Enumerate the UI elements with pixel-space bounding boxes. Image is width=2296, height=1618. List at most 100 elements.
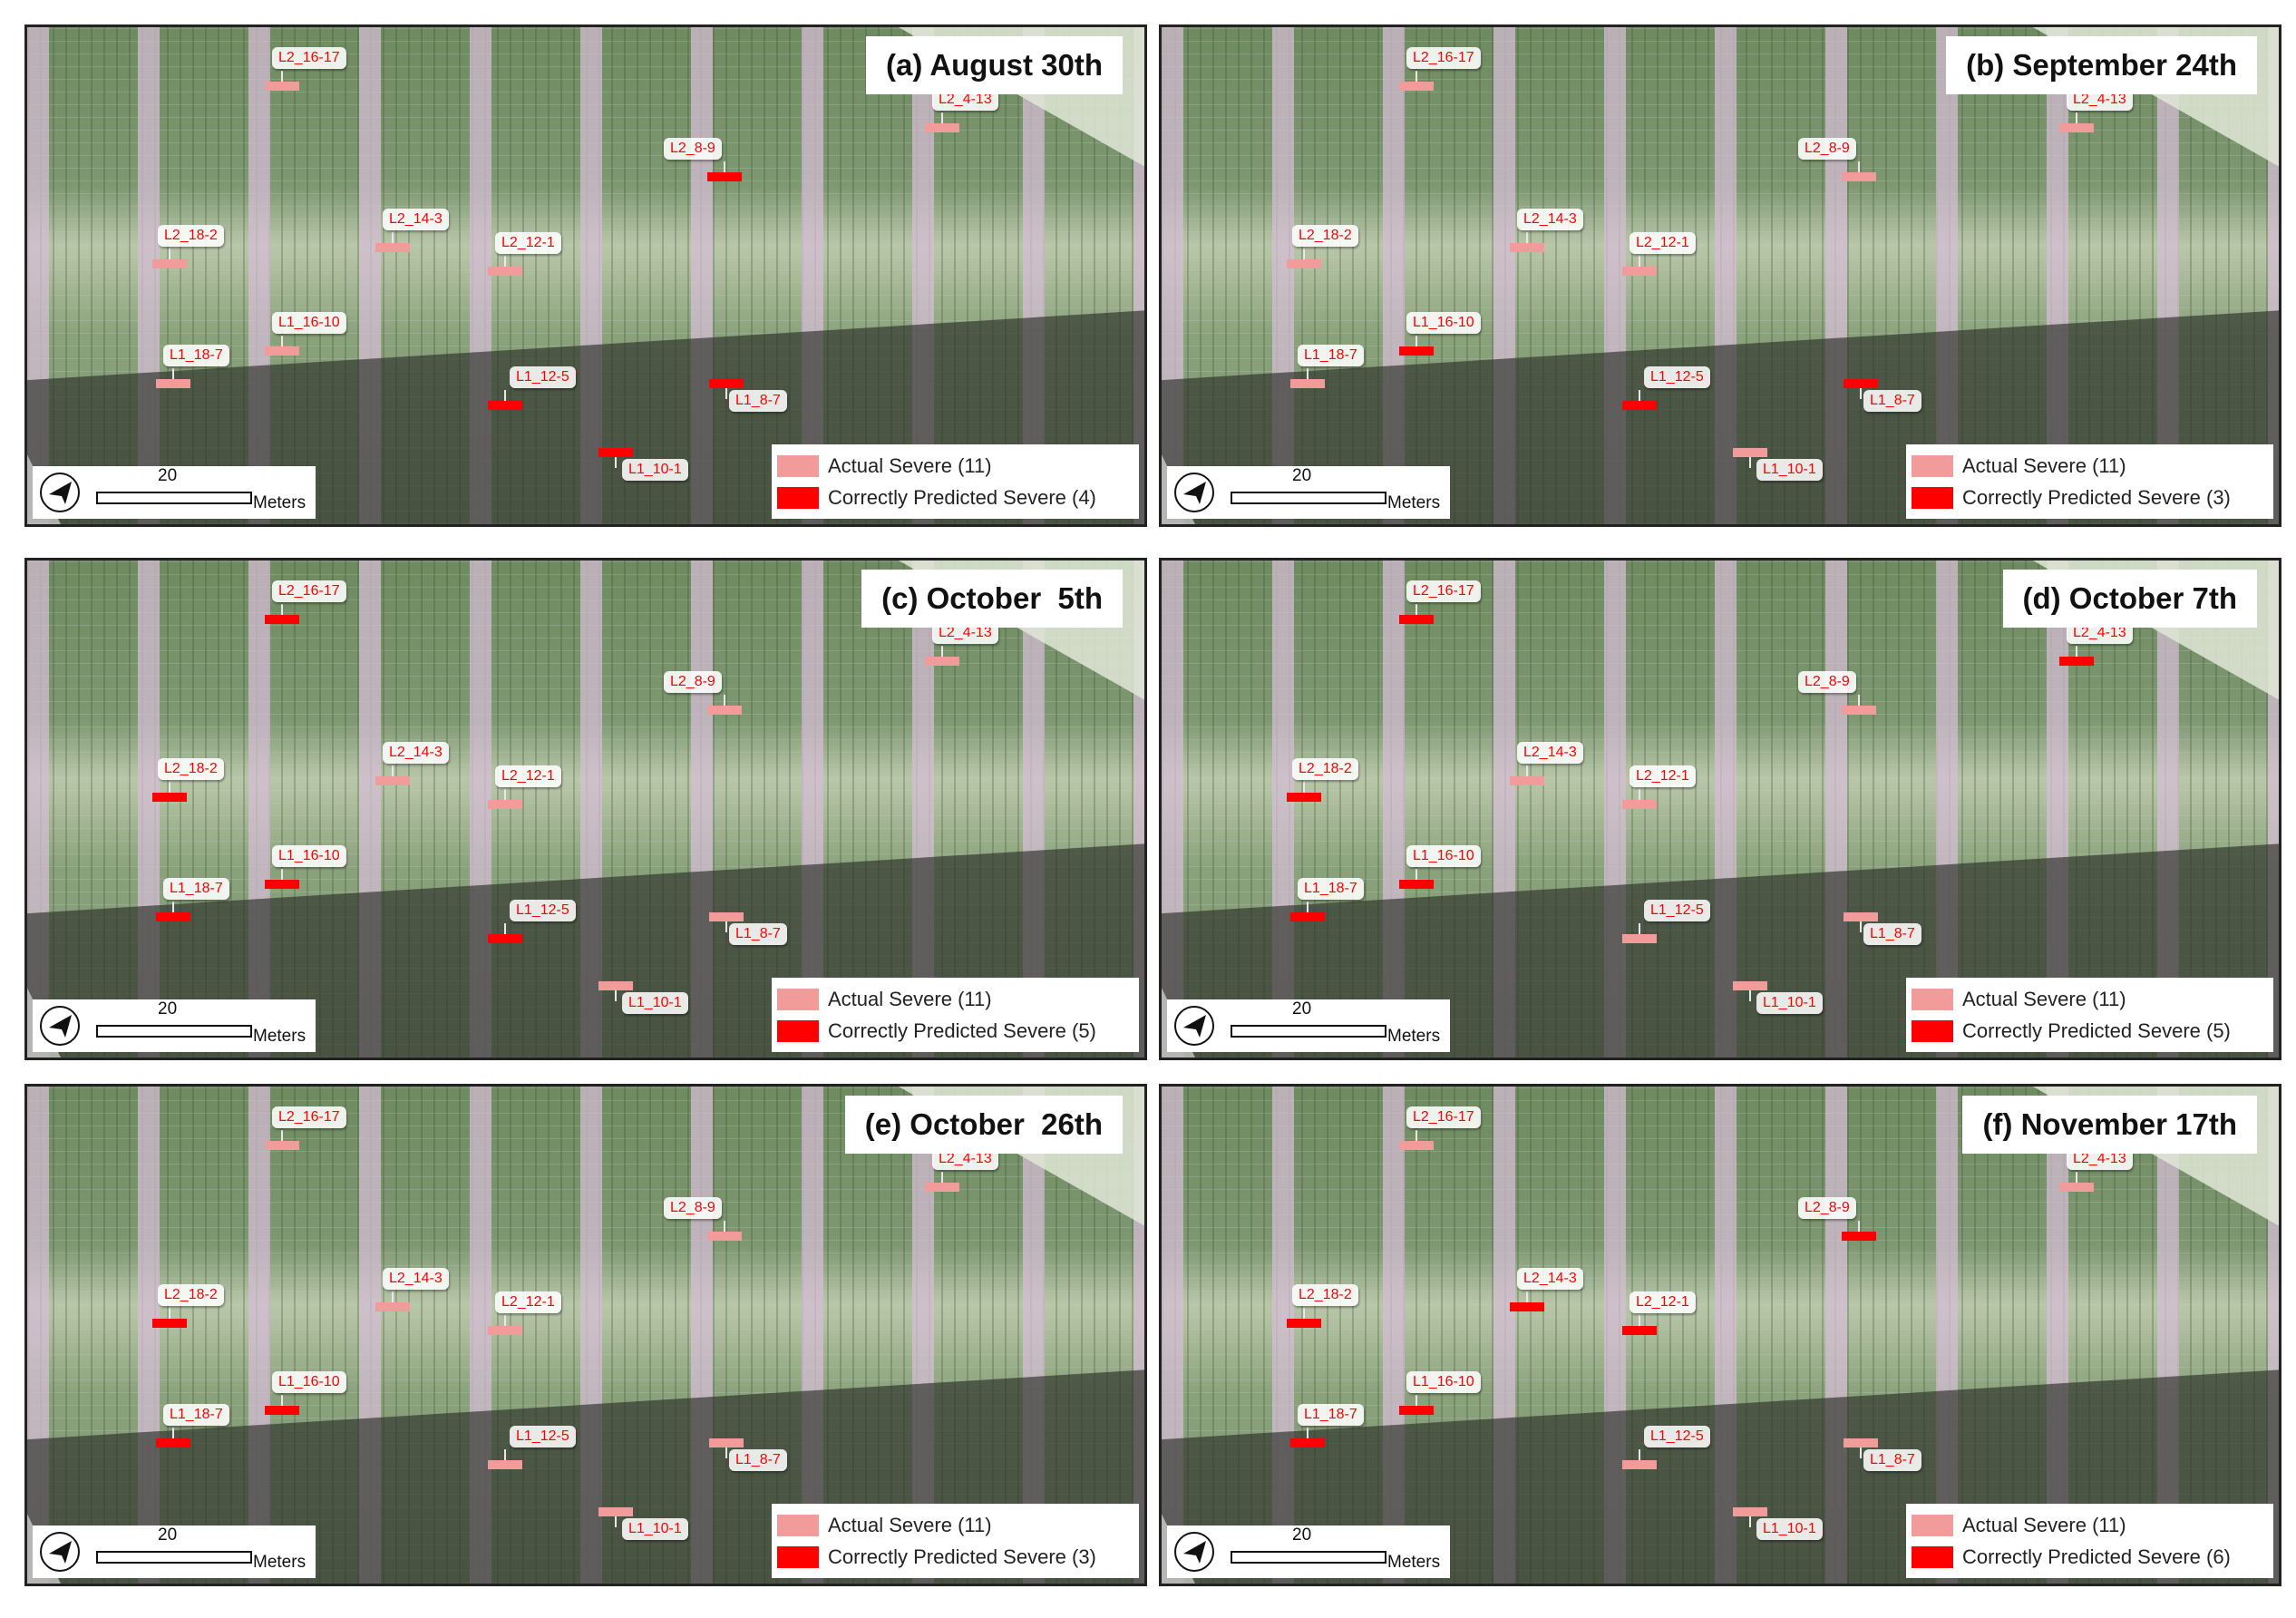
- north-arrow-icon: [40, 1532, 80, 1572]
- predicted-severe-plot: [265, 880, 299, 889]
- callout-leader: [281, 869, 283, 880]
- plot-label: L2_12-1: [1630, 232, 1696, 254]
- callout-leader: [169, 782, 170, 793]
- callout-leader: [392, 765, 394, 776]
- callout-leader: [504, 1449, 506, 1460]
- plot-label: L1_8-7: [729, 390, 787, 412]
- map-legend: Actual Severe (11) Correctly Predicted Se…: [772, 444, 1139, 519]
- callout-leader: [725, 921, 727, 932]
- scale-bar-value: 20: [158, 466, 178, 485]
- callout-leader: [725, 1447, 727, 1458]
- plot-label: L1_16-10: [1406, 1371, 1481, 1393]
- scale-bar: [96, 1025, 252, 1038]
- predicted-severe-plot: [707, 172, 742, 181]
- callout-leader: [2076, 112, 2077, 123]
- plot-label: L1_10-1: [1756, 459, 1823, 481]
- plot-label: L2_8-9: [1798, 1197, 1856, 1219]
- actual-severe-plot: [1842, 706, 1876, 715]
- plot-label: L1_12-5: [1644, 366, 1710, 388]
- plot-label: L1_12-5: [1644, 1426, 1710, 1447]
- callout-leader: [169, 249, 170, 259]
- callout-leader: [172, 902, 174, 912]
- actual-severe-plot: [375, 243, 410, 252]
- legend-swatch-predicted: [1912, 1545, 1953, 1568]
- callout-leader: [1858, 695, 1860, 706]
- actual-severe-plot: [1842, 172, 1876, 181]
- map-legend: Actual Severe (11) Correctly Predicted Se…: [1906, 1504, 2273, 1578]
- legend-swatch-predicted: [777, 486, 819, 509]
- plot-label: L2_16-17: [272, 580, 346, 602]
- actual-severe-plot: [1399, 82, 1434, 91]
- callout-leader: [1416, 71, 1417, 82]
- actual-severe-plot: [488, 267, 522, 276]
- callout-leader: [504, 1315, 506, 1326]
- legend-label-actual: Actual Severe (11): [828, 1513, 992, 1536]
- actual-severe-plot: [265, 82, 299, 91]
- callout-leader: [172, 368, 174, 379]
- callout-leader: [281, 1395, 283, 1406]
- legend-label-actual: Actual Severe (11): [1962, 987, 2126, 1010]
- predicted-severe-plot: [152, 793, 187, 802]
- actual-severe-plot: [1510, 243, 1544, 252]
- plot-label: L1_10-1: [622, 1518, 688, 1540]
- legend-swatch-predicted: [1912, 486, 1953, 509]
- callout-leader: [1526, 765, 1528, 776]
- scale-bar: [1231, 492, 1386, 504]
- callout-leader: [281, 71, 283, 82]
- actual-severe-plot: [1510, 776, 1544, 785]
- callout-leader: [1416, 604, 1417, 615]
- scale-bar-unit: Meters: [253, 1027, 306, 1046]
- legend-swatch-predicted: [1912, 1019, 1953, 1042]
- callout-leader: [1749, 1516, 1751, 1527]
- predicted-severe-plot: [1287, 793, 1321, 802]
- callout-leader: [1526, 1291, 1528, 1302]
- callout-leader: [504, 390, 506, 401]
- actual-severe-plot: [1287, 259, 1321, 268]
- actual-severe-plot: [707, 1232, 742, 1241]
- legend-label-predicted: Correctly Predicted Severe (3): [828, 1545, 1096, 1568]
- plot-label: L1_18-7: [163, 1404, 229, 1426]
- callout-leader: [1749, 457, 1751, 468]
- map-panel: L2_16-17 L2_4-13 L2_8-9 L2_18-2 L2_14-3 L2_12…: [24, 24, 1147, 527]
- callout-leader: [1526, 232, 1528, 243]
- actual-severe-plot: [925, 657, 959, 666]
- predicted-severe-plot: [1399, 615, 1434, 624]
- callout-leader: [1749, 990, 1751, 1001]
- callout-leader: [615, 457, 617, 468]
- plot-label: L2_18-2: [158, 225, 224, 247]
- panel-title: (f) November 17th: [1962, 1096, 2257, 1154]
- actual-severe-plot: [1733, 981, 1767, 990]
- callout-leader: [172, 1428, 174, 1438]
- plot-label: L1_18-7: [163, 878, 229, 900]
- callout-leader: [1416, 1130, 1417, 1141]
- predicted-severe-plot: [1842, 1232, 1876, 1241]
- scale-bar-value: 20: [158, 999, 178, 1019]
- north-arrow-icon: [40, 1006, 80, 1046]
- legend-label-predicted: Correctly Predicted Severe (5): [1962, 1019, 2231, 1042]
- scale-bar-box: 20 Meters: [33, 1525, 316, 1578]
- scale-bar-value: 20: [158, 1525, 178, 1545]
- actual-severe-plot: [1733, 1507, 1767, 1516]
- predicted-severe-plot: [1844, 379, 1878, 388]
- panel-title: (a) August 30th: [866, 36, 1123, 94]
- plot-label: L1_10-1: [622, 992, 688, 1014]
- predicted-severe-plot: [1399, 346, 1434, 356]
- legend-swatch-actual: [777, 454, 819, 477]
- callout-leader: [1416, 869, 1417, 880]
- plot-label: L2_14-3: [383, 209, 449, 230]
- scale-bar-unit: Meters: [1387, 1553, 1441, 1572]
- legend-row-actual: Actual Severe (11): [777, 983, 1133, 1015]
- panel-title: (d) October 7th: [2002, 570, 2257, 628]
- scale-bar: [96, 1551, 252, 1564]
- legend-row-actual: Actual Severe (11): [1912, 1509, 2268, 1541]
- scale-bar: [1231, 1025, 1386, 1038]
- plot-label: L1_10-1: [622, 459, 688, 481]
- plot-label: L2_16-17: [272, 47, 346, 69]
- legend-swatch-predicted: [777, 1545, 819, 1568]
- plot-label: L2_14-3: [383, 742, 449, 764]
- legend-row-predicted: Correctly Predicted Severe (6): [1912, 1541, 2268, 1573]
- scale-bar-box: 20 Meters: [1167, 1525, 1450, 1578]
- legend-row-actual: Actual Severe (11): [777, 450, 1133, 482]
- actual-severe-plot: [598, 981, 633, 990]
- callout-leader: [2076, 1172, 2077, 1183]
